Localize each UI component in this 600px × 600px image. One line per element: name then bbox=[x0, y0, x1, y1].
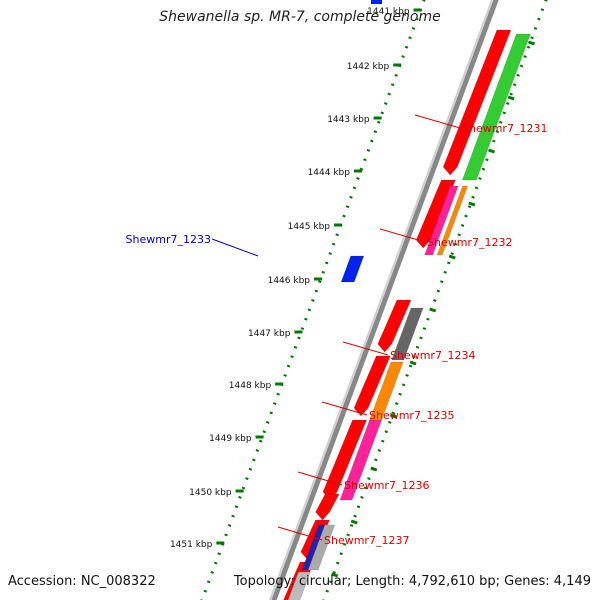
backbone-line bbox=[271, 0, 499, 600]
gene-label-leader bbox=[277, 526, 323, 541]
map-title: Shewanella sp. MR-7, complete genome bbox=[159, 9, 441, 25]
gene-label-leader bbox=[211, 238, 259, 257]
outer-tick-dash bbox=[331, 572, 339, 578]
outer-tick-dash bbox=[448, 254, 456, 260]
gene-label: Shewmr7_1234 bbox=[390, 349, 475, 362]
ruler-tick-label: 1450 kbp bbox=[189, 488, 232, 498]
gene-label: Shewmr7_1237 bbox=[324, 534, 409, 547]
gene-label: Shewmr7_1232 bbox=[427, 236, 512, 249]
gene-block-gray bbox=[287, 571, 311, 600]
ruler-dotted-line bbox=[200, 0, 426, 600]
ruler-tick-label: 1441 kbp bbox=[367, 7, 410, 17]
gene-block-blue-partial bbox=[371, 0, 382, 4]
ruler-tick-label: 1444 kbp bbox=[308, 168, 351, 178]
gene-label: Shewmr7_1231 bbox=[462, 122, 547, 135]
ruler-tick-label: 1445 kbp bbox=[288, 222, 331, 232]
gene-block-blue bbox=[340, 255, 365, 283]
ruler-tick-label: 1446 kbp bbox=[268, 276, 311, 286]
gene-block-gray bbox=[391, 307, 424, 361]
cds-arrow bbox=[315, 493, 340, 521]
gene-label-leader bbox=[342, 341, 389, 356]
gene-block-magenta bbox=[424, 185, 459, 256]
outer-tick-dash bbox=[350, 519, 358, 525]
gene-block-navy bbox=[301, 524, 326, 571]
gene-label-leader bbox=[414, 114, 461, 129]
ruler-tick-label: 1447 kbp bbox=[248, 329, 291, 339]
outer-tick-dash bbox=[389, 413, 397, 419]
outer-tick-dash bbox=[507, 95, 515, 101]
ruler-tick-label: 1442 kbp bbox=[347, 62, 390, 72]
backbone-highlight bbox=[268, 0, 494, 600]
outer-tick-dash bbox=[468, 201, 476, 207]
accession-text: Accession: NC_008322 bbox=[8, 574, 156, 589]
gene-label: Shewmr7_1235 bbox=[369, 409, 454, 422]
outer-tick-dash bbox=[370, 466, 378, 472]
gene-label-leader bbox=[297, 471, 343, 486]
outer-tick-dash bbox=[488, 148, 495, 154]
outer-tick-line bbox=[322, 0, 548, 600]
gene-block-orange bbox=[436, 185, 469, 256]
ruler-tick-label: 1448 kbp bbox=[229, 381, 272, 391]
outer-tick-dash bbox=[409, 360, 417, 366]
genome-summary-text: Topology: circular; Length: 4,792,610 bp… bbox=[233, 574, 591, 589]
gene-label-leader bbox=[321, 401, 368, 416]
outer-tick-dash bbox=[429, 307, 437, 313]
outer-tick-dash bbox=[527, 40, 535, 46]
cds-arrow bbox=[377, 299, 412, 353]
cds-arrow bbox=[442, 29, 512, 176]
gene-block-green bbox=[461, 33, 531, 181]
ruler-tick-label: 1449 kbp bbox=[209, 434, 252, 444]
gene-label: Shewmr7_1233 bbox=[126, 233, 211, 246]
ruler-tick-label: 1443 kbp bbox=[327, 115, 370, 125]
ruler-tick-label: 1451 kbp bbox=[170, 540, 213, 550]
gene-block-magenta bbox=[339, 419, 383, 501]
cds-arrow bbox=[415, 179, 456, 249]
cds-arrow bbox=[353, 355, 391, 417]
gene-label-leader bbox=[379, 228, 426, 243]
gene-label: Shewmr7_1236 bbox=[344, 479, 429, 492]
